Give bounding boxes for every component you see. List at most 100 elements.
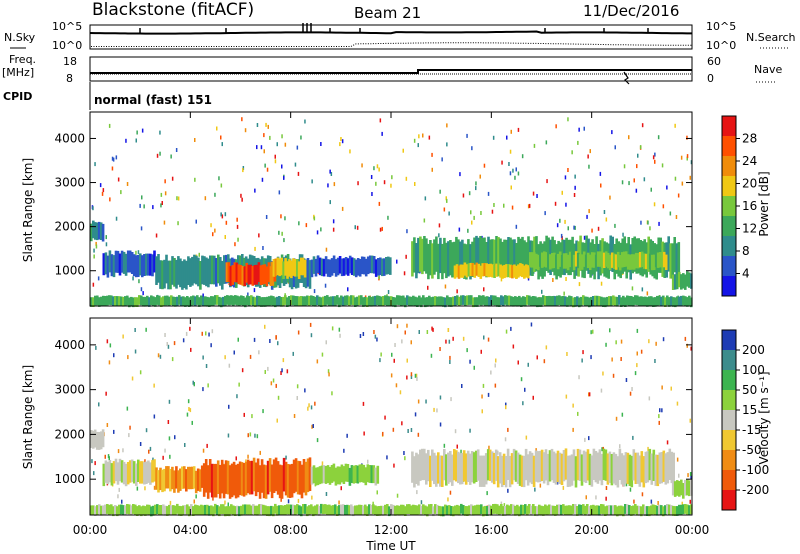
echo-band: [462, 505, 465, 515]
scatter-echo: [520, 377, 523, 382]
nave-tick-bottom: 0: [707, 72, 714, 85]
colorbar-tick-label: 15: [742, 403, 757, 417]
scatter-echo: [367, 459, 369, 464]
scatter-echo: [135, 138, 137, 143]
scatter-echo: [407, 429, 409, 433]
echo-band: [191, 466, 194, 490]
echo-band: [483, 263, 486, 277]
scatter-echo: [379, 227, 382, 232]
echo-band: [294, 505, 297, 516]
colorbar-tick-label: 4: [742, 267, 750, 281]
scatter-echo: [387, 215, 389, 220]
colorbar-swatch: [722, 430, 736, 451]
echo-band: [564, 253, 568, 269]
echo-band: [486, 296, 489, 306]
scatter-echo: [590, 355, 592, 360]
echo-band: [680, 479, 683, 496]
echo-band: [352, 506, 355, 517]
echo-band: [200, 465, 204, 488]
echo-band: [316, 295, 319, 305]
echo-band: [136, 506, 139, 516]
scatter-echo: [563, 291, 565, 296]
scatter-echo: [530, 322, 533, 327]
echo-band: [616, 456, 620, 488]
scatter-echo: [466, 133, 468, 138]
scatter-echo: [164, 333, 166, 337]
echo-band: [460, 295, 463, 306]
echo-band: [450, 506, 453, 516]
scatter-echo: [283, 238, 285, 243]
scatter-echo: [396, 324, 399, 329]
echo-band: [432, 506, 435, 517]
echo-band: [442, 506, 445, 517]
echo-band: [272, 296, 275, 306]
scatter-echo: [428, 135, 431, 140]
echo-band: [519, 238, 522, 274]
y-tick-label: 1000: [54, 264, 85, 278]
echo-band: [226, 460, 230, 495]
echo-band: [606, 252, 610, 269]
scatter-echo: [573, 225, 575, 230]
echo-band: [249, 264, 253, 285]
echo-band: [459, 453, 462, 485]
scatter-echo: [143, 204, 145, 209]
echo-band: [144, 506, 147, 516]
scatter-echo: [615, 416, 618, 421]
echo-band: [161, 260, 164, 290]
echo-band: [106, 504, 109, 514]
scatter-echo: [647, 220, 649, 225]
scatter-echo: [286, 369, 289, 374]
scatter-echo: [349, 149, 351, 154]
echo-band: [451, 454, 454, 486]
scatter-echo: [247, 292, 249, 297]
scatter-echo: [391, 352, 393, 357]
echo-band: [582, 295, 585, 305]
echo-band: [358, 259, 362, 277]
echo-band: [547, 252, 550, 268]
echo-band: [146, 295, 149, 306]
scatter-echo: [494, 363, 496, 368]
echo-band: [208, 297, 211, 307]
echo-band: [508, 455, 512, 488]
scatter-echo: [108, 360, 111, 365]
echo-band: [116, 296, 119, 306]
echo-band: [470, 295, 473, 305]
echo-band: [95, 431, 99, 450]
echo-band: [212, 506, 215, 517]
scatter-echo: [578, 282, 581, 287]
echo-band: [459, 241, 462, 277]
echo-band: [446, 505, 449, 516]
echo-band: [379, 257, 382, 276]
scatter-echo: [546, 179, 548, 184]
echo-band: [470, 451, 474, 483]
echo-band: [382, 296, 385, 306]
echo-band: [550, 505, 553, 516]
echo-band: [453, 241, 456, 278]
echo-band: [570, 251, 574, 268]
scatter-echo: [438, 223, 441, 228]
echo-band: [352, 295, 355, 306]
scatter-echo: [325, 492, 328, 496]
echo-band: [346, 258, 350, 276]
echo-band: [150, 295, 153, 306]
echo-band: [493, 264, 496, 278]
echo-band: [94, 295, 97, 306]
scatter-echo: [689, 499, 691, 504]
scatter-echo: [384, 415, 386, 420]
nave-tick-top: 60: [707, 55, 721, 68]
scatter-echo: [99, 183, 102, 188]
echo-band: [650, 296, 653, 306]
scatter-echo: [585, 495, 587, 500]
echo-band: [232, 505, 235, 516]
echo-band: [482, 506, 485, 517]
scatter-echo: [436, 408, 438, 413]
scatter-echo: [480, 211, 482, 215]
scatter-echo: [127, 355, 129, 360]
scatter-echo: [269, 135, 271, 140]
echo-band: [170, 505, 173, 516]
echo-band: [170, 295, 173, 305]
scatter-echo: [280, 214, 282, 219]
echo-band: [248, 296, 251, 306]
scatter-echo: [621, 412, 624, 417]
scatter-echo: [169, 500, 172, 505]
